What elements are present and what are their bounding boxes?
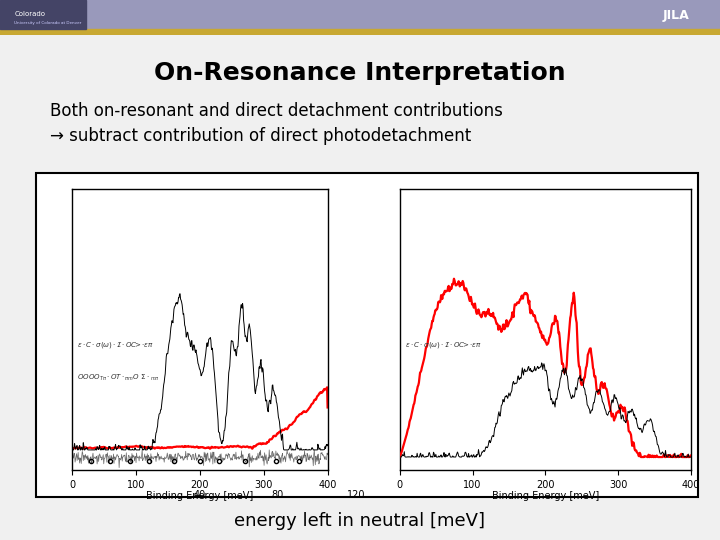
Text: University of Colorado at Denver: University of Colorado at Denver [14, 21, 82, 25]
Text: $OOOO_{T\pi}\cdot OT\cdot_{\pi m}O\ \Sigma\cdot_{m\pi}$: $OOOO_{T\pi}\cdot OT\cdot_{\pi m}O\ \Sig… [77, 373, 160, 383]
Text: Colorado: Colorado [14, 11, 45, 17]
Bar [0, 0, 720, 29]
Text: 40: 40 [193, 490, 206, 501]
Text: → subtract contribution of direct photodetachment: → subtract contribution of direct photod… [50, 127, 472, 145]
Bar [0, 0, 86, 29]
Bar [0, 29, 720, 35]
Text: $\epsilon\cdot C\cdot\sigma(\omega)\cdot\mathcal{I}\cdot OC\!\!>\!\!\cdot\!\epsi: $\epsilon\cdot C\cdot\sigma(\omega)\cdot… [77, 340, 154, 350]
Text: 120: 120 [347, 490, 366, 501]
Text: JILA: JILA [662, 9, 689, 22]
Text: Both on-resonant and direct detachment contributions: Both on-resonant and direct detachment c… [50, 102, 503, 120]
Text: 80: 80 [271, 490, 284, 501]
Text: energy left in neutral [meV]: energy left in neutral [meV] [235, 512, 485, 530]
Text: On-Resonance Interpretation: On-Resonance Interpretation [154, 61, 566, 85]
X-axis label: Binding Energy [meV]: Binding Energy [meV] [492, 491, 599, 501]
X-axis label: Binding Energy [meV]: Binding Energy [meV] [146, 491, 253, 501]
Text: $\epsilon\cdot C\cdot\sigma(\omega)\cdot\mathcal{I}\cdot OC\!\!>\!\!\cdot\!\epsi: $\epsilon\cdot C\cdot\sigma(\omega)\cdot… [405, 340, 482, 350]
